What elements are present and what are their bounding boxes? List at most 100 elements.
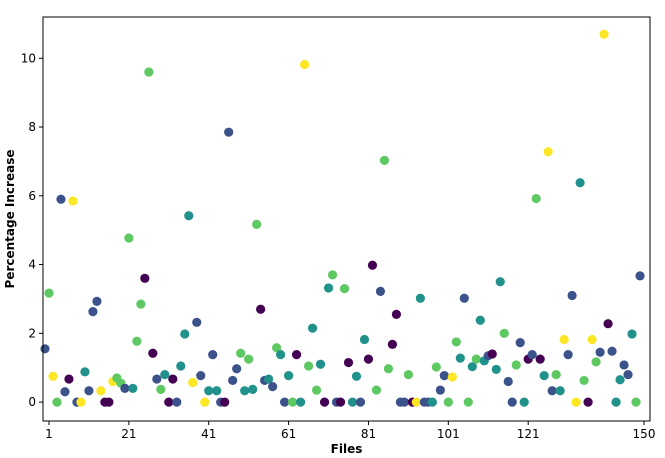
data-point (168, 374, 178, 384)
data-point (603, 319, 613, 329)
x-tick-label: 150 (633, 427, 656, 441)
data-point (140, 273, 150, 283)
data-point (228, 375, 238, 386)
x-tick-label: 41 (201, 427, 216, 441)
data-point (224, 127, 234, 137)
data-point (172, 397, 182, 407)
data-point (284, 371, 294, 381)
data-point (256, 304, 266, 314)
data-point (339, 284, 350, 294)
data-point (343, 357, 354, 368)
data-point (563, 350, 573, 360)
data-point (136, 299, 146, 309)
data-point (315, 359, 326, 369)
data-point (615, 375, 625, 385)
y-axis-label: Percentage Increase (3, 150, 17, 289)
data-point (232, 364, 242, 374)
data-point (76, 397, 86, 407)
data-point (527, 350, 537, 360)
data-point (180, 329, 190, 339)
data-point (435, 385, 445, 395)
y-tick-label: 0 (28, 395, 36, 409)
data-point (619, 360, 629, 370)
data-point (44, 288, 54, 298)
data-point (276, 350, 286, 360)
data-point (467, 362, 477, 372)
data-point (307, 323, 318, 333)
data-point (319, 397, 330, 407)
data-point (335, 397, 346, 407)
data-point (535, 354, 545, 364)
data-point (96, 386, 106, 396)
data-point (627, 329, 637, 339)
data-point (287, 397, 298, 407)
x-tick-label: 121 (517, 427, 540, 441)
data-point (559, 334, 569, 345)
data-point (52, 397, 62, 407)
data-point (607, 346, 617, 356)
data-point (84, 386, 94, 396)
data-point (152, 374, 162, 384)
data-point (427, 397, 437, 407)
data-point (311, 385, 322, 395)
data-point (455, 353, 465, 363)
data-point (359, 334, 370, 345)
data-point (268, 382, 278, 392)
data-point (499, 328, 509, 338)
data-point (575, 178, 585, 188)
data-point (299, 59, 310, 70)
data-point (128, 383, 138, 393)
data-point (507, 397, 517, 407)
data-point (176, 361, 186, 371)
data-point (291, 350, 302, 360)
x-tick-label: 21 (121, 427, 136, 441)
data-point (391, 309, 402, 320)
data-point (411, 397, 421, 407)
data-point (244, 354, 254, 364)
data-point (192, 317, 202, 327)
data-point (148, 348, 158, 358)
data-point (200, 397, 210, 407)
y-tick-label: 6 (28, 189, 36, 203)
plot-frame (42, 16, 651, 422)
data-point (347, 397, 358, 407)
data-point (248, 384, 258, 394)
y-tick-label: 8 (28, 120, 36, 134)
data-point (439, 371, 449, 381)
data-point (120, 383, 130, 393)
data-point (587, 334, 597, 345)
data-point (611, 397, 621, 407)
data-point (160, 369, 170, 380)
data-point (403, 369, 413, 380)
data-point (156, 384, 166, 394)
data-point (471, 354, 481, 364)
data-point (92, 296, 102, 306)
y-axis: 0 2 4 6 8 10 (21, 51, 43, 409)
data-point (40, 344, 50, 354)
x-tick-label: 81 (361, 427, 376, 441)
data-point (583, 397, 593, 407)
data-point (204, 386, 214, 396)
data-point (515, 338, 525, 348)
data-point (351, 371, 362, 381)
data-point (188, 377, 198, 388)
data-point (303, 361, 314, 371)
data-point (124, 233, 134, 243)
y-tick-label: 2 (28, 326, 36, 340)
data-point (571, 397, 581, 407)
data-point (539, 371, 549, 381)
data-point (236, 348, 246, 358)
data-point (164, 397, 174, 407)
data-point (272, 343, 282, 353)
data-point (459, 293, 469, 303)
x-tick-label: 101 (437, 427, 460, 441)
data-point (252, 219, 262, 229)
data-point (551, 369, 561, 380)
data-point (547, 386, 557, 396)
data-point (635, 271, 645, 281)
data-point (567, 290, 577, 301)
data-point (280, 397, 290, 407)
data-point (48, 371, 58, 381)
data-point (208, 350, 218, 360)
